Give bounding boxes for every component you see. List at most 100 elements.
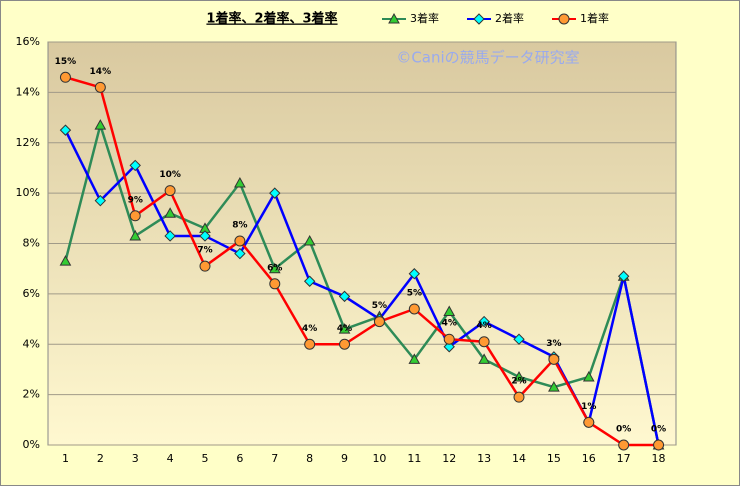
marker: [304, 338, 316, 350]
data-label: 6%: [267, 263, 282, 273]
marker: [338, 323, 351, 334]
x-tick-label: 15: [547, 452, 561, 465]
marker: [513, 370, 525, 382]
marker: [582, 370, 595, 382]
marker: [303, 275, 316, 287]
marker: [513, 333, 525, 345]
marker: [408, 268, 421, 280]
marker: [234, 177, 246, 188]
x-tick-label: 8: [306, 452, 313, 465]
legend-label: 3着率: [410, 11, 439, 25]
marker: [478, 353, 490, 364]
marker: [408, 353, 421, 364]
legend-marker: [473, 13, 485, 25]
data-label: 3%: [546, 339, 561, 349]
marker: [94, 194, 107, 207]
marker: [408, 303, 420, 315]
legend-marker: [558, 13, 570, 25]
marker: [338, 290, 351, 303]
x-tick-label: 16: [582, 452, 596, 465]
y-tick-label: 0%: [23, 438, 40, 451]
marker: [583, 416, 595, 428]
x-tick-label: 11: [407, 452, 421, 465]
marker: [268, 262, 281, 274]
y-tick-label: 16%: [16, 35, 40, 48]
marker: [443, 305, 456, 317]
marker: [653, 439, 665, 451]
marker: [59, 124, 72, 136]
data-label: 14%: [90, 67, 112, 77]
data-label: 2%: [511, 377, 526, 387]
y-tick-label: 10%: [16, 186, 40, 199]
x-tick-label: 14: [512, 452, 526, 465]
marker: [618, 439, 630, 451]
data-label: 9%: [128, 195, 143, 205]
y-tick-label: 8%: [23, 237, 40, 250]
data-label: 5%: [372, 301, 387, 311]
marker: [548, 381, 560, 392]
marker: [59, 71, 71, 83]
data-label: 4%: [337, 324, 352, 334]
marker: [199, 230, 211, 242]
data-label: 4%: [302, 324, 317, 334]
marker: [373, 316, 385, 328]
data-label: 1%: [581, 402, 596, 412]
data-label: 0%: [616, 425, 631, 435]
x-tick-label: 10: [372, 452, 386, 465]
data-label: 4%: [442, 319, 457, 329]
marker: [443, 333, 455, 345]
marker: [303, 234, 316, 246]
data-label: 10%: [159, 170, 181, 180]
y-tick-label: 6%: [23, 287, 40, 300]
x-tick-label: 17: [617, 452, 631, 465]
legend-label: 2着率: [495, 11, 524, 25]
marker: [164, 230, 176, 242]
data-label: 5%: [407, 288, 422, 298]
data-label: 15%: [55, 57, 77, 67]
marker: [234, 235, 246, 247]
x-tick-label: 4: [167, 452, 174, 465]
marker: [94, 81, 106, 93]
marker: [513, 391, 525, 403]
marker: [269, 187, 281, 199]
y-tick-label: 2%: [23, 388, 40, 401]
marker: [617, 270, 630, 282]
marker: [164, 185, 176, 197]
x-tick-label: 9: [341, 452, 348, 465]
marker: [94, 119, 107, 130]
x-tick-label: 5: [202, 452, 209, 465]
x-tick-label: 2: [97, 452, 104, 465]
marker: [164, 207, 176, 218]
x-tick-label: 13: [477, 452, 491, 465]
marker: [443, 341, 455, 353]
series-line: [64, 120, 660, 446]
x-tick-label: 3: [132, 452, 139, 465]
x-tick-label: 6: [236, 452, 243, 465]
y-tick-label: 4%: [23, 337, 40, 350]
legend-marker: [388, 12, 400, 24]
data-label: 8%: [232, 220, 247, 230]
series-line: [65, 76, 659, 447]
marker: [478, 315, 490, 328]
data-label: 0%: [651, 425, 666, 435]
marker: [339, 338, 351, 350]
watermark: ©Caniの競馬データ研究室: [396, 49, 579, 67]
marker: [59, 255, 72, 266]
data-label: 7%: [197, 246, 212, 256]
marker: [129, 229, 142, 241]
y-tick-label: 12%: [16, 136, 40, 149]
data-label: 4%: [476, 321, 491, 331]
x-tick-label: 18: [652, 452, 666, 465]
chart-title: 1着率、2着率、3着率: [206, 11, 337, 27]
marker: [129, 210, 141, 222]
marker: [234, 247, 246, 260]
marker: [199, 260, 211, 272]
x-tick-label: 7: [271, 452, 278, 465]
x-tick-label: 12: [442, 452, 456, 465]
marker: [269, 278, 281, 290]
marker: [478, 336, 490, 348]
marker: [548, 353, 560, 365]
marker: [129, 159, 141, 172]
y-tick-label: 14%: [16, 85, 40, 98]
